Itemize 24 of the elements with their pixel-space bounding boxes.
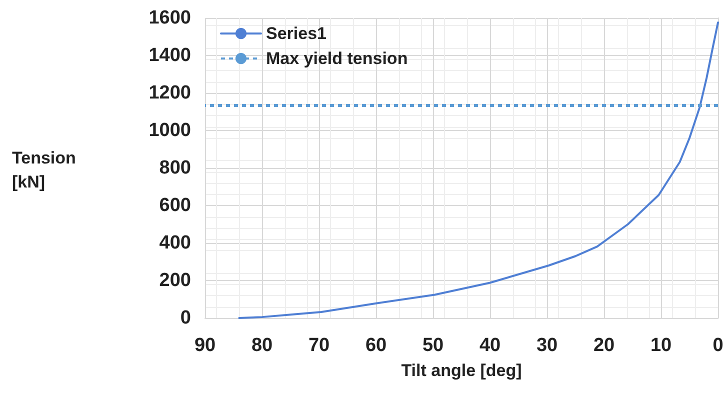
y-axis-title: Tension [kN] bbox=[12, 148, 76, 192]
x-tick-label: 50 bbox=[422, 335, 444, 356]
y-tick-label: 1400 bbox=[148, 45, 191, 66]
y-tick-label: 1200 bbox=[148, 82, 191, 104]
y-tick-label: 600 bbox=[159, 195, 191, 216]
y-tick-label: 1600 bbox=[148, 8, 191, 28]
y-tick-label: 0 bbox=[180, 308, 191, 328]
x-axis-title: Tilt angle [deg] bbox=[401, 361, 522, 380]
x-tick-label: 10 bbox=[650, 335, 672, 356]
x-tick-label: 60 bbox=[365, 335, 387, 356]
x-tick-label: 20 bbox=[593, 335, 615, 356]
x-tick-label: 0 bbox=[712, 335, 724, 356]
line-series bbox=[238, 22, 719, 319]
legend-label: Series1 bbox=[266, 24, 326, 43]
x-tick-label: 90 bbox=[194, 335, 216, 356]
y-tick-label: 400 bbox=[159, 232, 191, 254]
y-tick-label: 200 bbox=[159, 270, 191, 291]
x-tick-label: 30 bbox=[536, 335, 558, 356]
y-tick-label: 1000 bbox=[148, 120, 191, 141]
legend-label: Max yield tension bbox=[266, 49, 408, 68]
y-tick-label: 800 bbox=[159, 158, 191, 178]
x-tick-label: 40 bbox=[479, 335, 501, 356]
x-tick-label: 70 bbox=[308, 335, 330, 356]
x-tick-label: 80 bbox=[251, 335, 273, 356]
